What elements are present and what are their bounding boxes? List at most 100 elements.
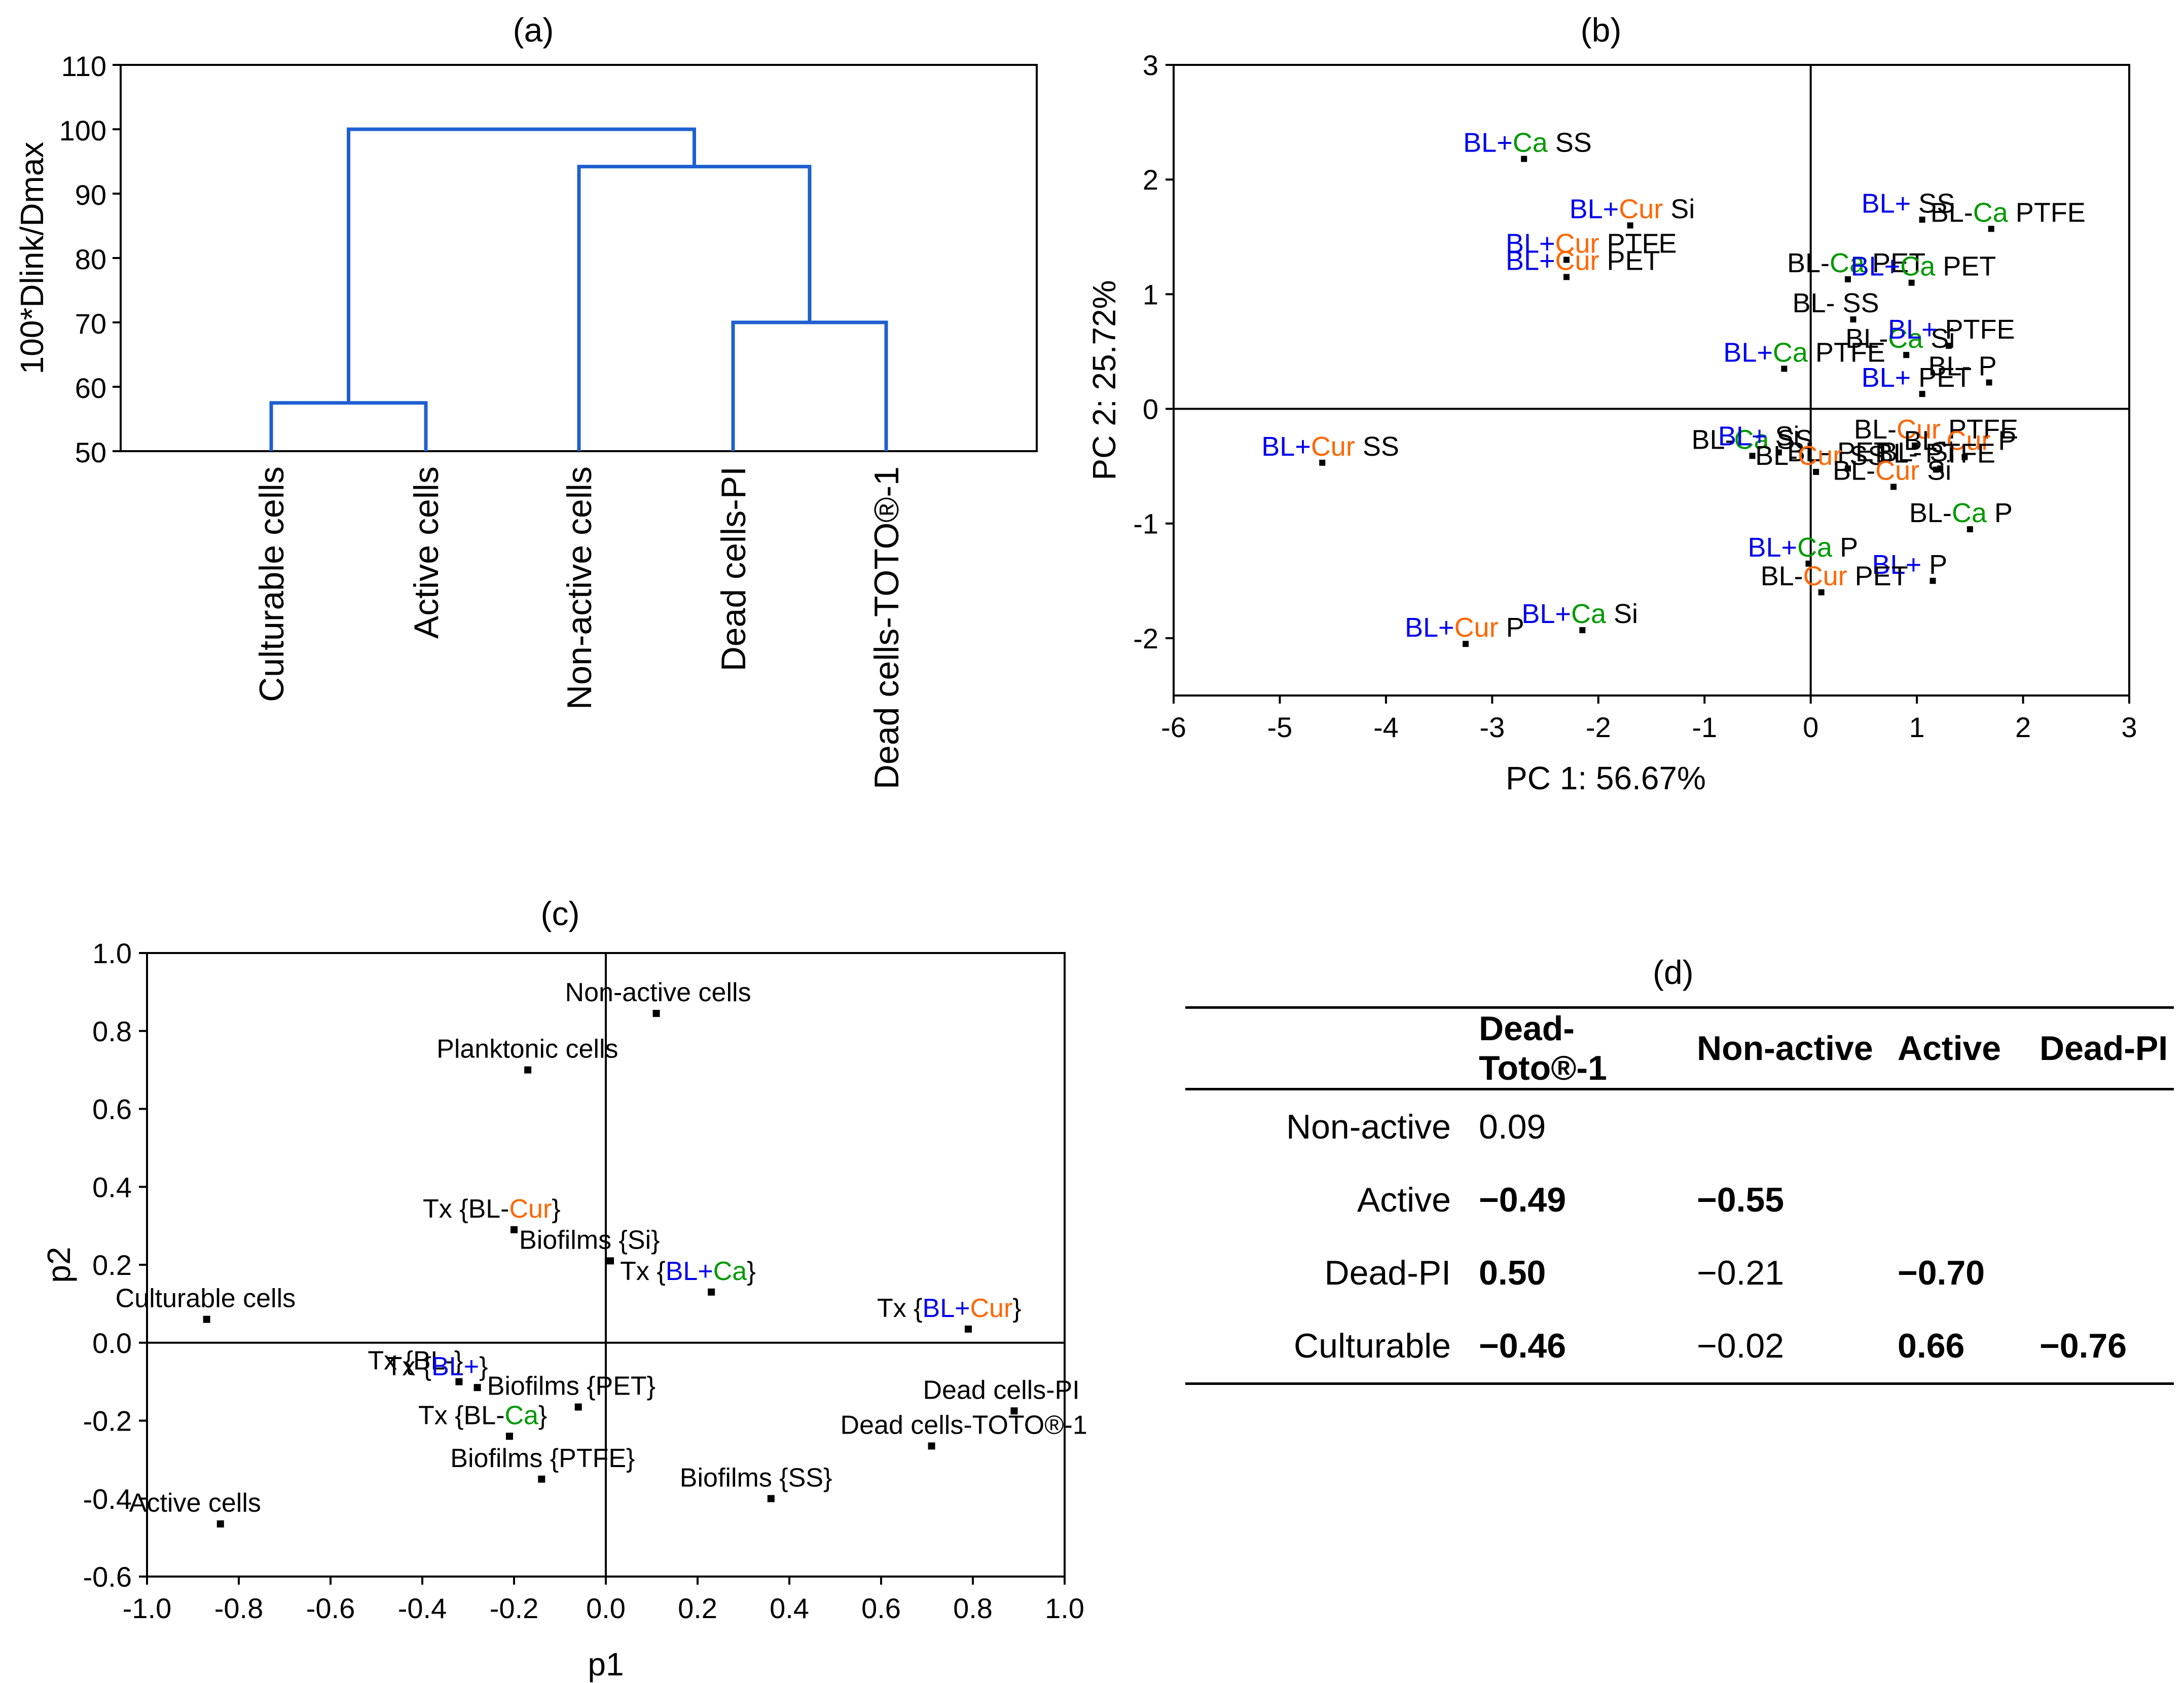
y-tick-label: 0.8: [92, 1015, 132, 1047]
label-part: }: [1012, 1294, 1021, 1323]
y-tick-label: 60: [75, 372, 106, 404]
label-part: Si: [1606, 599, 1638, 629]
label-part: Planktonic cells: [436, 1035, 618, 1064]
point-label: BL-Ca P: [1909, 498, 2013, 528]
point-label: BL+Ca SS: [1463, 127, 1592, 158]
x-tick-label: -0.4: [398, 1592, 447, 1624]
label-part: BL-: [1931, 197, 1973, 228]
label-part: BL+: [1463, 127, 1513, 158]
label-part: Biofilms {Si}: [519, 1225, 660, 1255]
x-tick-label: 0.8: [953, 1592, 993, 1624]
loading-point: [708, 1288, 715, 1296]
point-label: Tx {BL+Cur}: [877, 1294, 1022, 1323]
leaf-label: Dead cells-PI: [714, 466, 753, 671]
point-label: BL+Cur SS: [1261, 431, 1399, 462]
point-label: BL+ PET: [1862, 362, 1972, 393]
row-label: Active: [1357, 1181, 1451, 1219]
label-part: Non-active cells: [565, 978, 751, 1007]
label-part: P: [1987, 498, 2013, 528]
panel-c-pca-loadings: (c) -1.0 -0.8 -0.6 -0.4 -0.2 0.0 0.2 0.4 0.6 0.8 1.…: [41, 895, 1087, 1682]
label-part: BL+: [666, 1257, 713, 1286]
score-point: [1781, 365, 1788, 372]
x-axis-label: PC 1: 56.67%: [1506, 760, 1706, 796]
point-label: BL- PET: [1787, 437, 1890, 467]
label-part: PET: [1865, 248, 1925, 278]
x-tick-label: -0.6: [306, 1592, 355, 1624]
point-label: Active cells: [129, 1488, 261, 1518]
point-label: Biofilms {PET}: [487, 1372, 656, 1401]
label-part: }: [747, 1257, 755, 1286]
label-part: Si: [1922, 437, 1954, 467]
x-tick-label: 0.0: [586, 1592, 626, 1624]
loading-point: [455, 1378, 463, 1385]
point-label: BL-Ca Si: [1845, 323, 1955, 354]
dendrogram-link: [347, 127, 696, 403]
label-part: BL+: [1862, 188, 1911, 218]
label-part: Cur: [970, 1294, 1013, 1323]
row-label: Culturable: [1294, 1327, 1451, 1365]
label-part: BL+: [1405, 612, 1454, 643]
label-part: BL-: [1755, 441, 1798, 471]
table-row: Dead-PI 0.50 −0.21 −0.70: [1185, 1236, 2174, 1309]
score-point: [1462, 641, 1469, 647]
point-label: BL+ SS: [1862, 188, 1955, 218]
y-tick-label: -0.6: [83, 1561, 132, 1593]
leaf-label: Dead cells-TOTO®-1: [867, 466, 906, 789]
score-point: [1844, 276, 1851, 282]
score-point: [1818, 589, 1825, 596]
loading-point: [607, 1257, 614, 1265]
score-point: [1850, 316, 1857, 323]
loading-point: [505, 1433, 513, 1440]
y-axis-label: 100*Dlink/Dmax: [14, 142, 50, 375]
label-part: SS: [1835, 288, 1879, 318]
panel-a-dendrogram: (a) 50 60 70 80 90 100 110 100*Dlink/Dmax Cultura…: [14, 11, 1038, 789]
label-part: PTFE: [1938, 314, 2015, 345]
panel-c-caption: (c): [541, 895, 580, 932]
point-label: Tx {BL-Cur}: [423, 1194, 561, 1224]
y-tick-label: 0: [1143, 393, 1158, 425]
y-tick-label: 2: [1143, 164, 1158, 196]
loading-point: [216, 1520, 224, 1528]
label-part: BL-: [1787, 437, 1830, 467]
y-tick-label: -0.2: [83, 1405, 132, 1437]
point-label: BL-Ca PTFE: [1931, 197, 2086, 228]
point-label: BL- Si: [1879, 437, 1954, 467]
point-label: Non-active cells: [565, 978, 751, 1007]
label-part: BL-: [1787, 248, 1830, 278]
label-part: SS: [1355, 431, 1399, 462]
correlation-value: −0.02: [1697, 1327, 1785, 1365]
table-row: Non-active 0.09: [1185, 1089, 2174, 1164]
x-tick-label: -1.0: [123, 1592, 172, 1624]
score-point: [1805, 560, 1812, 567]
correlation-value: 0.09: [1479, 1108, 1546, 1146]
point-label: BL+ Si: [1718, 421, 1800, 451]
x-tick-label: 1.0: [1045, 1592, 1084, 1624]
row-label: Dead-PI: [1324, 1254, 1451, 1292]
label-part: Cur: [1803, 561, 1847, 591]
label-part: Si: [1767, 421, 1799, 451]
column-header-dead-pi: Dead-PI: [2040, 1029, 2168, 1068]
label-part: Ca: [1830, 248, 1865, 278]
label-part: Ca: [504, 1401, 538, 1430]
label-part: BL+: [1723, 337, 1773, 368]
point-label: BL-Cur PTFE: [1854, 414, 2018, 445]
correlation-value: [1697, 1089, 1898, 1164]
loading-point: [538, 1475, 545, 1483]
y-tick-label: 90: [75, 179, 106, 211]
label-part: }: [552, 1194, 560, 1224]
x-tick-label: -6: [1161, 711, 1186, 743]
point-label: BL+Cur PET: [1506, 245, 1660, 276]
y-tick-label: 1.0: [92, 937, 132, 969]
label-part: PET: [1935, 251, 1996, 282]
panel-b-pca-scores: (b) -6 -5 -4 -3 -2 -1 0 1 2 3 -2 -1 0 1 2 3 PC 1: 56.67% P…: [1086, 11, 2137, 796]
y-tick-label: 110: [61, 50, 106, 82]
point-label: Biofilms {Si}: [519, 1225, 660, 1255]
score-point: [1563, 274, 1570, 280]
score-point: [1945, 343, 1952, 349]
label-part: P: [1921, 550, 1947, 580]
label-part: Tx {: [620, 1257, 666, 1286]
label-part: Ca: [713, 1257, 747, 1286]
label-part: Cur: [1454, 612, 1499, 643]
score-point: [1986, 379, 1992, 386]
label-part: BL-: [1792, 288, 1835, 318]
